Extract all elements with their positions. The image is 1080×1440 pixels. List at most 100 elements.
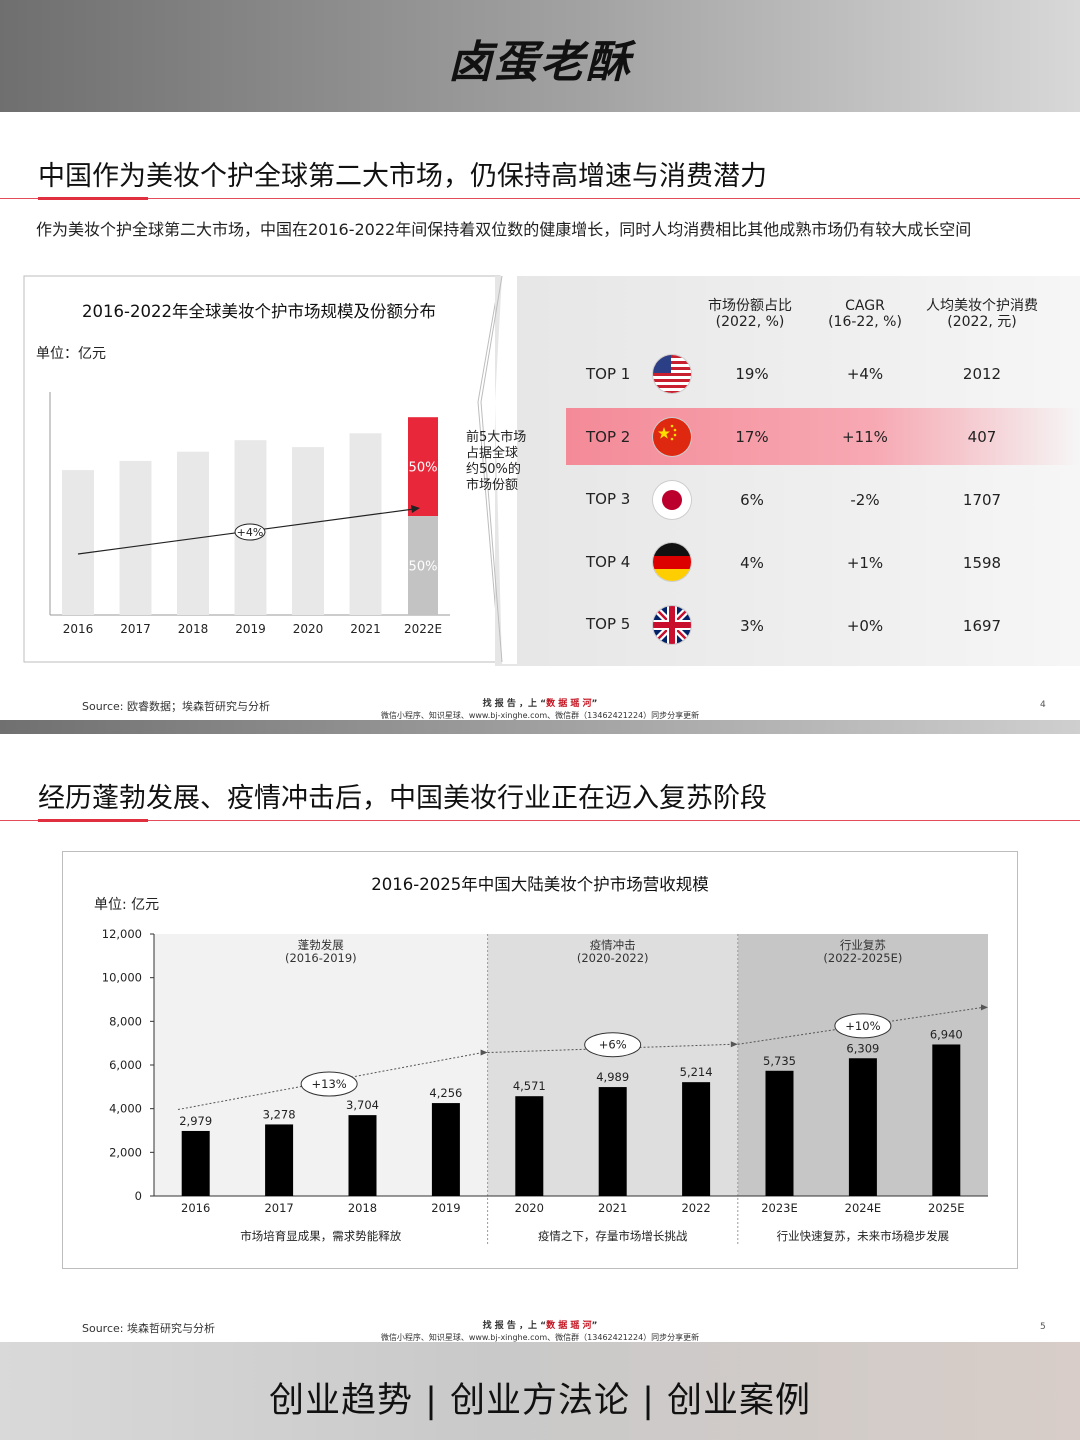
bar [598, 1087, 627, 1196]
page-number: 4 [1040, 700, 1046, 710]
china-market-bar-chart: 蓬勃发展(2016-2019) 市场培育显成果，需求势能释放 疫情冲击(2020-2… [102, 927, 988, 1244]
x-tick-label: 2018 [348, 1201, 377, 1215]
highlight-row-china [566, 408, 1080, 465]
bar [348, 1115, 377, 1196]
rank-label: TOP 3 [586, 490, 631, 508]
trend-line [487, 1043, 733, 1054]
footer-suffix: ” [591, 1321, 598, 1331]
footer-suffix: ” [591, 699, 598, 709]
bar-value-label: 3,278 [263, 1107, 296, 1121]
growth-label: +6% [599, 1038, 627, 1052]
header-line: (16-22, %) [828, 314, 902, 330]
phase-range: (2016-2019) [285, 951, 357, 965]
y-tick-label: 0 [135, 1189, 142, 1203]
x-tick-label: 2023E [761, 1201, 798, 1215]
x-tick-label: 2020 [515, 1201, 544, 1215]
bar [682, 1082, 711, 1196]
bottom-banner [0, 1342, 1080, 1440]
cagr-cell: +0% [846, 617, 884, 635]
footer-brand: 数 据 瑶 河 [546, 699, 592, 709]
header-line: (2022, 元) [947, 314, 1017, 330]
footer-promo: 找 报 告 ，上 “数 据 瑶 河” [0, 1318, 1080, 1331]
bar-value-label: 5,735 [763, 1054, 796, 1068]
rank-label: TOP 4 [586, 553, 631, 571]
x-tick-label: 2017 [264, 1201, 293, 1215]
x-tick-label: 2021 [350, 622, 381, 636]
rank-label: TOP 5 [586, 615, 631, 633]
phase-name: 蓬勃发展 [298, 938, 344, 952]
germany-flag-icon [653, 543, 691, 581]
trend-arrowhead [730, 1041, 738, 1048]
bar [62, 470, 94, 615]
chart-title: 2016-2025年中国大陆美妆个护市场营收规模 [371, 875, 709, 894]
y-tick-label: 6,000 [109, 1058, 142, 1072]
title-accent [38, 197, 148, 200]
header-line: 人均美妆个护消费 [926, 298, 1038, 314]
top-banner [0, 0, 1080, 112]
title-accent [38, 819, 148, 822]
bar-value-label: 3,704 [346, 1098, 379, 1112]
x-tick-label: 2018 [178, 622, 209, 636]
note-line: 前5大市场 [466, 430, 527, 445]
trend-arrowhead [981, 1004, 988, 1011]
slide-title: 经历蓬勃发展、疫情冲击后，中国美妆行业正在迈入复苏阶段 [38, 783, 767, 814]
y-tick-label: 8,000 [109, 1014, 142, 1028]
market-share-note: 前5大市场 占据全球 约50%的 市场份额 [466, 430, 526, 494]
footer-promo: 找 报 告 ，上 “数 据 瑶 河” [0, 696, 1080, 709]
header-share: 市场份额占比 (2022, %) [690, 298, 810, 330]
header-cagr: CAGR (16-22, %) [805, 298, 925, 330]
bar-value-label: 4,256 [429, 1086, 462, 1100]
rank-label: TOP 2 [586, 428, 631, 446]
slide-5: 经历蓬勃发展、疫情冲击后，中国美妆行业正在迈入复苏阶段 2016-2025年中国… [0, 734, 1080, 1342]
per-capita-cell: 1697 [962, 617, 1002, 635]
bar [765, 1070, 794, 1196]
trend-line [737, 1006, 984, 1045]
x-tick-label: 2016 [181, 1201, 210, 1215]
y-tick-label: 10,000 [102, 971, 142, 985]
footer-contact: 微信小程序、知识星球、www.bj-xinghe.com、微信群（1346242… [380, 1333, 700, 1342]
segment-label: 50% [409, 461, 438, 476]
phase-caption: 市场培育显成果，需求势能释放 [240, 1229, 401, 1243]
slide-subtitle: 作为美妆个护全球第二大市场，中国在2016-2022年间保持着双位数的健康增长，… [36, 220, 972, 239]
growth-label: +10% [845, 1019, 880, 1033]
china-flag-icon [653, 418, 691, 456]
bar-value-label: 4,989 [596, 1070, 629, 1084]
source-note: Source: 欧睿数据；埃森哲研究与分析 [82, 700, 270, 713]
y-tick-label: 2,000 [109, 1145, 142, 1159]
rank-label: TOP 1 [586, 365, 631, 383]
phase-range: (2022-2025E) [823, 951, 902, 965]
bar-segment-others [408, 516, 438, 615]
bar [515, 1096, 544, 1196]
phase-caption: 疫情之下，存量市场增长挑战 [538, 1229, 688, 1243]
footer-prefix: 找 报 告 ，上 “ [482, 1321, 547, 1331]
share-cell: 6% [740, 491, 764, 509]
per-capita-cell: 2012 [962, 365, 1002, 383]
growth-bubble [300, 1071, 358, 1097]
bar [181, 1130, 210, 1196]
share-cell: 19% [735, 365, 769, 383]
x-tick-label: 2020 [293, 622, 324, 636]
x-tick-label: 2017 [120, 622, 151, 636]
phase-caption: 行业快速复苏，未来市场稳步发展 [777, 1229, 950, 1243]
bar-value-label: 6,940 [930, 1027, 963, 1041]
bar [265, 1124, 294, 1196]
x-tick-label: 2024E [845, 1201, 882, 1215]
phase-name: 行业复苏 [840, 938, 886, 952]
footer-prefix: 找 报 告 ，上 “ [482, 699, 547, 709]
bar [349, 433, 382, 615]
chart-title: 2016-2022年全球美妆个护市场规模及份额分布 [82, 302, 436, 321]
bottom-banner-text: 创业趋势 | 创业方法论 | 创业案例 [268, 1381, 812, 1421]
source-note: Source: 埃森哲研究与分析 [82, 1322, 215, 1335]
top5-table-panel [495, 276, 1080, 666]
share-cell: 4% [740, 554, 764, 572]
x-tick-label: 2019 [431, 1201, 460, 1215]
global-market-bar-chart: 2016 2017 2018 2019 2020 2021 50% 50% 2022E +4% [49, 392, 450, 636]
header-line: (2022, %) [715, 314, 785, 330]
x-tick-label: 2019 [235, 622, 266, 636]
note-line: 约50%的 [466, 462, 521, 477]
growth-label: +13% [312, 1077, 347, 1091]
per-capita-cell: 1707 [962, 491, 1002, 509]
segment-label: 50% [409, 560, 438, 575]
slide-divider [0, 720, 1080, 734]
note-line: 占据全球 [466, 446, 519, 461]
